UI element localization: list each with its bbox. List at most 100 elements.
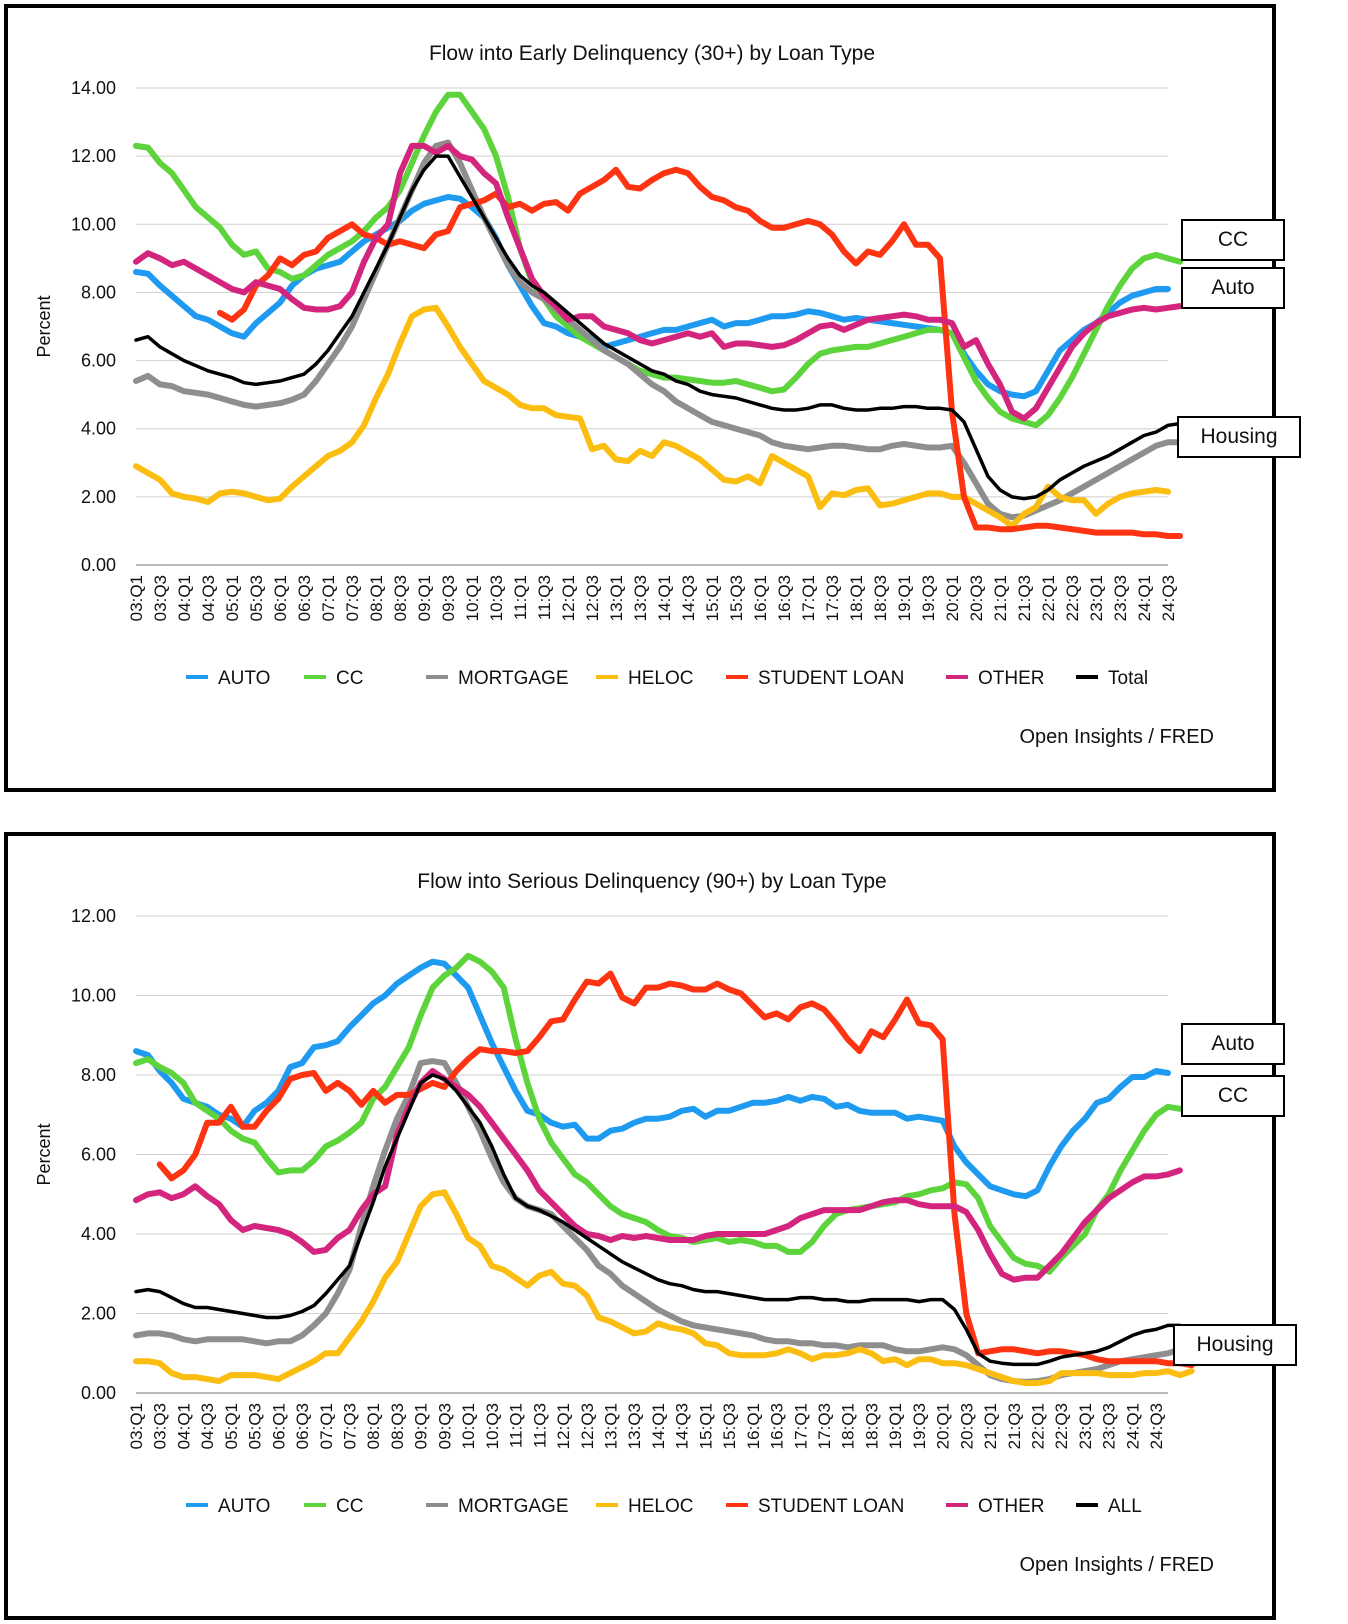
series-line-cc — [133, 952, 1195, 1275]
y-tick-label: 14.00 — [71, 78, 116, 98]
x-tick-label: 16:Q3 — [768, 1403, 787, 1449]
callout-cc-top: CC — [1181, 219, 1285, 261]
x-tick-label: 23:Q3 — [1100, 1403, 1119, 1449]
x-tick-label: 08:Q3 — [391, 575, 410, 621]
x-tick-label: 13:Q1 — [607, 575, 626, 621]
x-tick-label: 07:Q1 — [317, 1403, 336, 1449]
y-tick-label: 2.00 — [81, 1304, 116, 1324]
x-tick-label: 05:Q1 — [223, 575, 242, 621]
x-tick-label: 09:Q1 — [415, 575, 434, 621]
legend-label: CC — [336, 668, 363, 689]
callout-auto-top: Auto — [1181, 267, 1285, 309]
x-tick-label: 13:Q3 — [625, 1403, 644, 1449]
x-tick-label: 14:Q1 — [655, 575, 674, 621]
x-tick-label: 24:Q3 — [1147, 1403, 1166, 1449]
early-delinquency-chart-panel: Flow into Early Delinquency (30+) by Loa… — [4, 4, 1276, 792]
x-tick-label: 23:Q1 — [1087, 575, 1106, 621]
y-tick-label: 10.00 — [71, 986, 116, 1006]
x-tick-label: 15:Q3 — [727, 575, 746, 621]
series-line-student-loan — [217, 166, 1183, 539]
legend-label: HELOC — [628, 1496, 693, 1517]
legend-label: AUTO — [218, 1496, 270, 1517]
series-line-student-loan — [156, 970, 1195, 1369]
serious-delinquency-chart: Flow into Serious Delinquency (90+) by L… — [34, 870, 1214, 1576]
legend-item-total: Total — [1076, 668, 1148, 689]
x-tick-label: 14:Q1 — [649, 1403, 668, 1449]
legend-item-student-loan: STUDENT LOAN — [726, 1496, 904, 1517]
legend-item-student-loan: STUDENT LOAN — [726, 668, 904, 689]
x-tick-label: 15:Q3 — [720, 1403, 739, 1449]
y-tick-label: 10.00 — [71, 214, 116, 234]
x-tick-label: 04:Q3 — [199, 575, 218, 621]
legend-item-mortgage: MORTGAGE — [426, 1496, 569, 1517]
x-tick-label: 17:Q3 — [815, 1403, 834, 1449]
x-tick-label: 11:Q1 — [511, 575, 530, 620]
x-tick-label: 10:Q1 — [463, 575, 482, 621]
x-tick-label: 22:Q3 — [1052, 1403, 1071, 1449]
legend-item-auto: AUTO — [186, 1496, 270, 1517]
x-tick-label: 15:Q1 — [696, 1403, 715, 1449]
source-note: Open Insights / FRED — [1019, 1554, 1214, 1576]
x-tick-label: 22:Q1 — [1029, 1403, 1048, 1449]
legend-label: OTHER — [978, 668, 1045, 689]
x-tick-label: 12:Q1 — [559, 575, 578, 621]
x-tick-label: 06:Q1 — [271, 575, 290, 621]
legend-label: ALL — [1108, 1496, 1142, 1517]
x-tick-label: 07:Q3 — [343, 575, 362, 621]
legend-item-heloc: HELOC — [596, 668, 693, 689]
x-tick-label: 18:Q1 — [847, 575, 866, 621]
x-tick-label: 11:Q3 — [535, 575, 554, 620]
x-tick-label: 21:Q1 — [981, 1403, 1000, 1449]
x-tick-label: 03:Q3 — [151, 1403, 170, 1449]
chart-title: Flow into Early Delinquency (30+) by Loa… — [429, 42, 875, 65]
series-line-cc — [133, 91, 1183, 429]
x-tick-label: 10:Q3 — [483, 1403, 502, 1449]
x-tick-label: 07:Q1 — [319, 575, 338, 621]
legend-item-heloc: HELOC — [596, 1496, 693, 1517]
callout-housing-top: Housing — [1177, 416, 1301, 458]
y-axis-label: Percent — [34, 295, 54, 357]
y-axis-label: Percent — [34, 1123, 54, 1185]
legend-label: MORTGAGE — [458, 668, 569, 689]
legend-item-other: OTHER — [946, 1496, 1045, 1517]
legend-item-other: OTHER — [946, 668, 1045, 689]
series-line-mortgage — [133, 139, 1183, 521]
legend-label: OTHER — [978, 1496, 1045, 1517]
x-tick-label: 13:Q3 — [631, 575, 650, 621]
legend-label: HELOC — [628, 668, 693, 689]
series-line-other — [133, 1068, 1183, 1283]
x-tick-label: 21:Q3 — [1015, 575, 1034, 621]
x-tick-label: 19:Q1 — [895, 575, 914, 621]
x-tick-label: 20:Q3 — [967, 575, 986, 621]
y-tick-label: 0.00 — [81, 1383, 116, 1403]
x-tick-label: 16:Q1 — [744, 1403, 763, 1449]
x-tick-label: 09:Q1 — [412, 1403, 431, 1449]
x-tick-label: 05:Q3 — [246, 1403, 265, 1449]
x-tick-label: 11:Q3 — [530, 1403, 549, 1448]
x-tick-label: 20:Q1 — [934, 1403, 953, 1449]
x-tick-label: 08:Q3 — [388, 1403, 407, 1449]
callout-cc-bottom: CC — [1181, 1075, 1285, 1117]
x-tick-label: 18:Q1 — [839, 1403, 858, 1449]
x-tick-label: 09:Q3 — [439, 575, 458, 621]
y-tick-label: 8.00 — [81, 282, 116, 302]
x-tick-label: 03:Q1 — [127, 1403, 146, 1449]
series-line-other — [133, 142, 1183, 422]
x-tick-label: 22:Q3 — [1063, 575, 1082, 621]
series-line-total — [134, 154, 1182, 501]
x-tick-label: 08:Q1 — [367, 575, 386, 621]
x-tick-label: 17:Q3 — [823, 575, 842, 621]
x-tick-label: 16:Q3 — [775, 575, 794, 621]
x-tick-label: 23:Q3 — [1111, 575, 1130, 621]
y-tick-label: 4.00 — [81, 419, 116, 439]
x-tick-label: 17:Q1 — [799, 575, 818, 621]
x-tick-label: 14:Q3 — [679, 575, 698, 621]
y-tick-label: 8.00 — [81, 1065, 116, 1085]
x-tick-label: 05:Q1 — [222, 1403, 241, 1449]
y-tick-label: 0.00 — [81, 555, 116, 575]
y-tick-label: 6.00 — [81, 351, 116, 371]
x-tick-label: 04:Q1 — [174, 1403, 193, 1449]
x-tick-label: 07:Q3 — [341, 1403, 360, 1449]
x-tick-label: 13:Q1 — [601, 1403, 620, 1449]
callout-auto-bottom: Auto — [1181, 1023, 1285, 1065]
